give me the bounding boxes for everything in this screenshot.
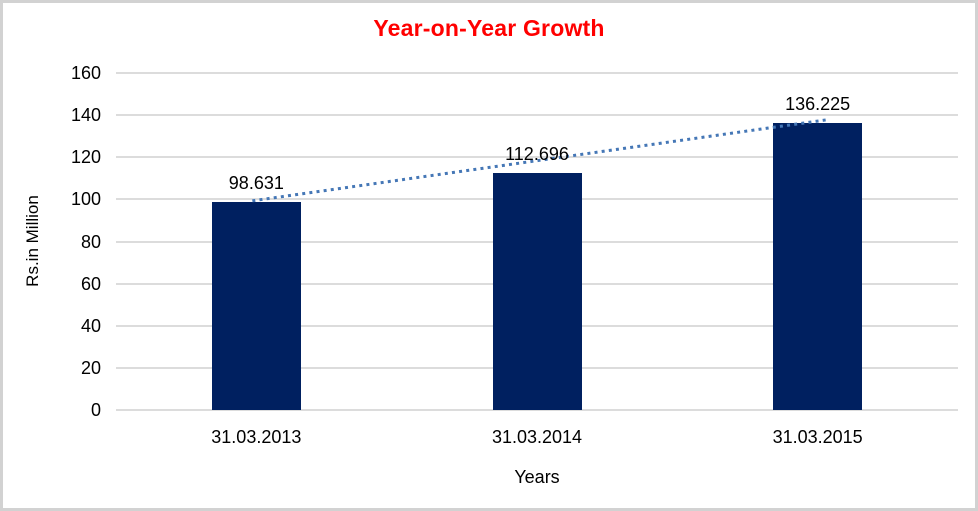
bar-data-label: 112.696 [505, 143, 569, 164]
x-axis-title: Years [514, 467, 560, 487]
x-tick-label: 31.03.2015 [772, 427, 863, 447]
y-tick-label: 140 [70, 105, 101, 126]
bar-31.03.2014 [492, 172, 582, 410]
y-tick-label: 160 [70, 63, 101, 83]
gridline [116, 156, 958, 159]
bar-31.03.2015 [773, 123, 863, 410]
y-tick-label: 100 [70, 189, 101, 210]
y-tick-label: 40 [80, 315, 101, 336]
y-tick-label: 0 [90, 400, 101, 420]
y-tick-label: 120 [70, 147, 101, 168]
x-tick-label: 31.03.2014 [491, 427, 583, 447]
chart-title: Year-on-Year Growth [373, 15, 605, 41]
bar-31.03.2013 [211, 202, 301, 410]
gridline [116, 114, 958, 117]
y-tick-label: 80 [80, 231, 101, 252]
gridline [116, 409, 958, 411]
trendline [252, 118, 828, 203]
y-tick-label: 20 [80, 357, 101, 378]
bar-data-label: 98.631 [228, 173, 284, 194]
bar-data-label: 136.225 [785, 94, 851, 115]
y-tick-label: 60 [80, 273, 101, 294]
x-tick-label: 31.03.2013 [211, 427, 302, 447]
gridline [116, 72, 958, 74]
plot-area [116, 72, 958, 411]
